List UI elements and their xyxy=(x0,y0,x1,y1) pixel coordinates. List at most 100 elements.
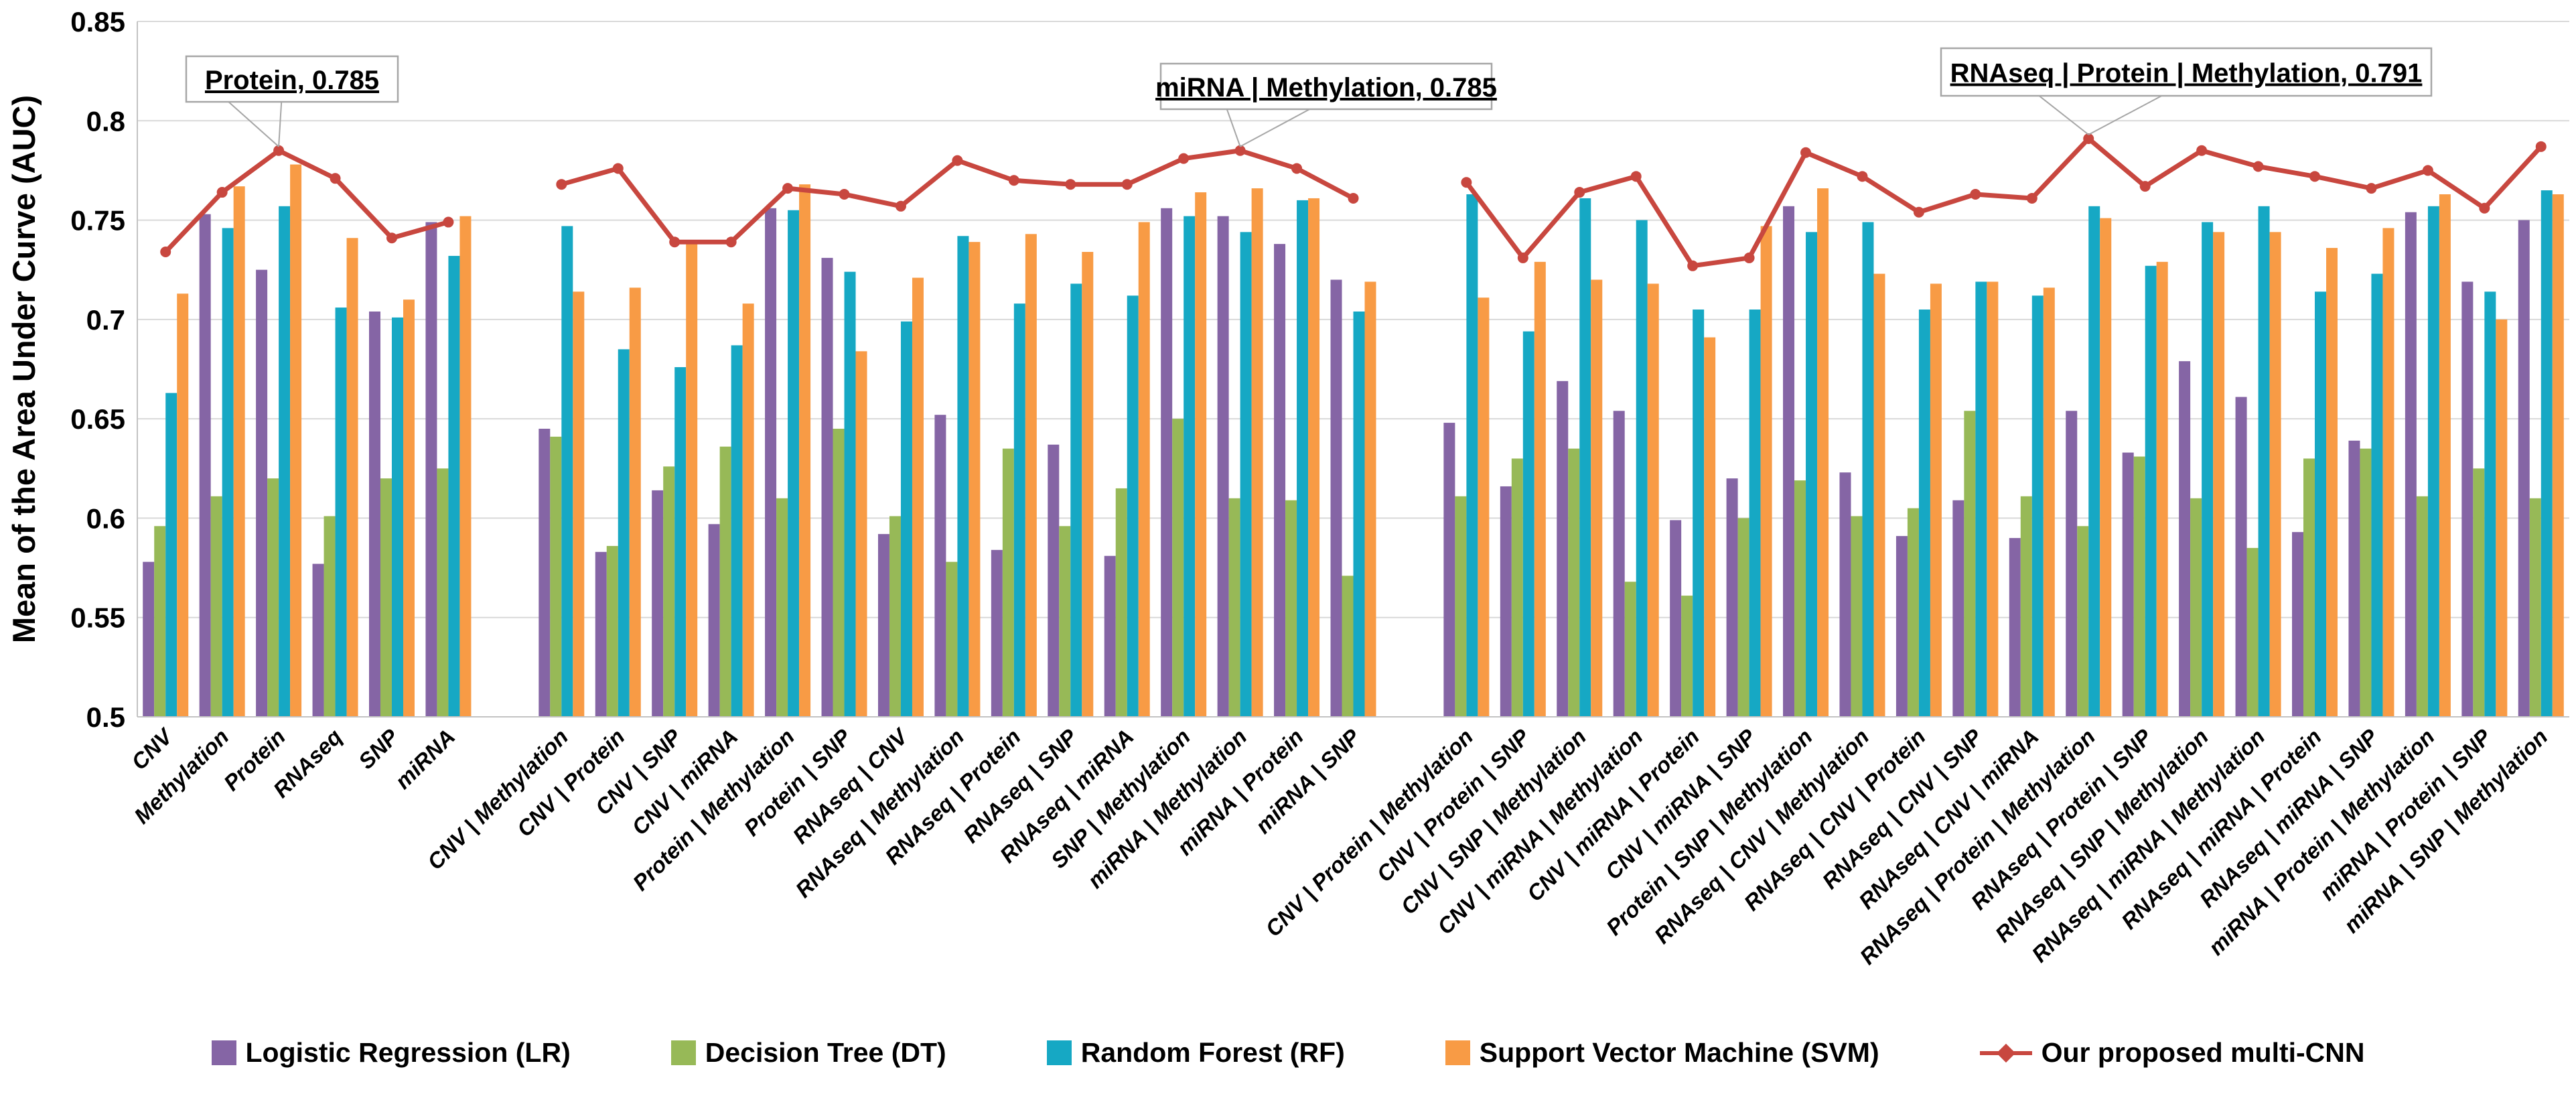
bar xyxy=(267,478,279,717)
bar xyxy=(2190,498,2202,717)
bar xyxy=(799,184,811,717)
bar xyxy=(1670,520,1682,717)
bar xyxy=(2235,397,2247,717)
callout-leader-line xyxy=(278,101,283,147)
bar xyxy=(2156,261,2168,717)
cnn-line-marker xyxy=(160,247,171,258)
cnn-line-marker xyxy=(1687,260,1699,271)
x-tick-label: Protein | SNP | Methylation xyxy=(1601,724,1817,940)
cnn-line-marker xyxy=(2252,161,2264,172)
bar-series xyxy=(143,164,2564,717)
bar xyxy=(2077,526,2089,717)
callout-text: Protein, 0.785 xyxy=(205,66,379,95)
bar xyxy=(1557,381,1569,717)
bar xyxy=(663,466,675,717)
bar xyxy=(969,242,981,717)
cnn-line-marker xyxy=(952,155,963,166)
legend-item: Support Vector Machine (SVM) xyxy=(1445,1037,1879,1069)
bar xyxy=(1466,194,1478,717)
legend-label: Support Vector Machine (SVM) xyxy=(1479,1037,1879,1068)
bar xyxy=(900,321,912,717)
bar xyxy=(1930,283,1942,717)
bar xyxy=(1534,261,1546,717)
bar xyxy=(437,468,449,717)
cnn-line-marker xyxy=(443,216,454,228)
bar xyxy=(1059,526,1071,717)
bar xyxy=(1285,500,1297,717)
chart-legend: Logistic Regression (LR) Decision Tree (D… xyxy=(0,1037,2576,1069)
cnn-line-marker xyxy=(330,173,341,184)
callout-leader-line xyxy=(1240,109,1310,147)
bar xyxy=(731,345,743,717)
bar xyxy=(1907,508,1919,717)
y-tick-label: 0.6 xyxy=(86,502,125,534)
bar xyxy=(550,436,562,717)
legend-label: Logistic Regression (LR) xyxy=(245,1037,571,1068)
bar xyxy=(1862,222,1874,717)
bar xyxy=(877,534,889,717)
bar xyxy=(1704,337,1716,717)
bar xyxy=(719,446,731,717)
bar xyxy=(256,269,268,717)
bar xyxy=(1217,216,1229,717)
bar xyxy=(1681,596,1693,717)
bar xyxy=(2315,291,2327,717)
bar xyxy=(1794,480,1806,717)
bar xyxy=(2484,291,2496,717)
bar xyxy=(2496,319,2508,717)
cnn-line-marker xyxy=(2309,171,2321,182)
bar xyxy=(2179,361,2191,717)
callout-text: miRNA | Methylation, 0.785 xyxy=(1155,73,1497,102)
bar xyxy=(765,208,777,717)
y-tick-label: 0.8 xyxy=(86,105,125,137)
bar xyxy=(1274,244,1286,717)
bar xyxy=(2360,448,2372,717)
bar xyxy=(2269,232,2281,717)
bar xyxy=(1511,458,1523,717)
bar xyxy=(335,307,347,717)
cnn-line-marker xyxy=(2026,192,2037,204)
callout-leader-line xyxy=(2038,95,2089,135)
callout-text: RNAseq | Protein | Methylation, 0.791 xyxy=(1950,59,2423,88)
bar xyxy=(629,287,641,717)
bar xyxy=(573,291,585,717)
bar xyxy=(1364,281,1376,717)
y-tick-label: 0.65 xyxy=(70,403,125,435)
x-tick-label: miRNA xyxy=(390,724,459,794)
bar xyxy=(1918,310,1930,717)
callout-box xyxy=(1940,47,2433,97)
legend-swatch-icon xyxy=(211,1040,236,1065)
bar xyxy=(403,299,415,717)
cnn-line-marker xyxy=(273,145,285,156)
bar xyxy=(1353,311,1365,717)
legend-swatch-icon xyxy=(670,1040,696,1065)
cnn-line-marker xyxy=(1461,177,1472,188)
bar xyxy=(1851,516,1863,717)
bar xyxy=(2461,281,2474,717)
bar xyxy=(1478,297,1490,717)
bar xyxy=(2518,220,2530,717)
annotations: Protein, 0.785 miRNA | Methylation, 0.785… xyxy=(185,47,2433,147)
x-tick-label: CNV xyxy=(127,723,179,775)
bar xyxy=(1013,303,1025,717)
bar xyxy=(391,317,403,717)
bar xyxy=(1195,192,1207,717)
bar xyxy=(2202,222,2214,717)
bar xyxy=(1184,216,1196,717)
legend-label: Our proposed multi-CNN xyxy=(2041,1037,2365,1068)
bar xyxy=(1693,310,1705,717)
callout-leader-line xyxy=(228,101,279,147)
bar xyxy=(1952,500,1964,717)
bar xyxy=(233,186,245,717)
bar xyxy=(2213,232,2225,717)
bar xyxy=(1138,222,1150,717)
bar xyxy=(1568,448,1580,717)
bar xyxy=(1839,472,1851,717)
bar xyxy=(1783,206,1795,717)
cnn-line-marker xyxy=(1178,153,1190,164)
bar xyxy=(708,524,720,717)
bar xyxy=(2009,538,2021,717)
cnn-line-marker xyxy=(1065,179,1076,190)
bar xyxy=(991,549,1003,717)
